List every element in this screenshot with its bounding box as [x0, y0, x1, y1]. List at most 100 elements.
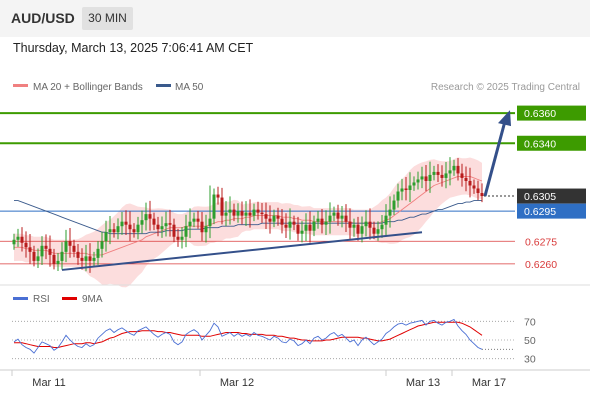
timestamp: Thursday, March 13, 2025 7:06:41 AM CET [13, 41, 254, 55]
candle-bullish [328, 215, 332, 222]
candle-bullish [108, 229, 112, 233]
candle-bearish [20, 236, 24, 243]
candle-bullish [64, 241, 68, 252]
candle-bearish [112, 229, 116, 233]
candle-bullish [352, 224, 356, 228]
candle-bullish [92, 257, 96, 261]
candle-bearish [216, 194, 220, 198]
moving-averages [14, 175, 483, 256]
x-tick-label-3: Mar 17 [472, 377, 506, 389]
candle-bullish [160, 226, 164, 230]
candle-bullish [208, 218, 212, 227]
candle-bullish [120, 221, 124, 227]
candle-bearish [232, 209, 236, 216]
candle-bearish [220, 197, 224, 216]
candle-bullish [448, 170, 452, 174]
top-bar: AUD/USD 30 MIN [0, 0, 590, 37]
candle-bullish [420, 176, 424, 180]
trendlines [61, 110, 511, 271]
candles [12, 157, 484, 273]
candle-bearish [284, 224, 288, 228]
candle-bullish [272, 215, 276, 222]
candle-bearish [196, 218, 200, 222]
candle-bullish [56, 260, 60, 264]
candle-bearish [296, 224, 300, 234]
candle-bearish [424, 176, 428, 181]
level-label-0.6305: 0.6305 [524, 191, 556, 203]
candle-bearish [344, 215, 348, 222]
candle-bullish [388, 209, 392, 216]
candle-bearish [72, 245, 76, 252]
candle-bearish [468, 180, 472, 186]
candle-bearish [256, 209, 260, 213]
candle-bearish [292, 221, 296, 225]
candle-bearish [348, 221, 352, 228]
level-label-0.6295: 0.6295 [524, 206, 556, 218]
x-tick-label-0: Mar 11 [32, 377, 65, 389]
level-badge-0.6305 [517, 188, 586, 204]
candle-bearish [404, 188, 408, 191]
candle-bullish [140, 220, 144, 225]
x-tick-label-2: Mar 13 [406, 377, 440, 389]
candle-bullish [12, 239, 16, 245]
candle-bullish [416, 179, 420, 183]
candle-bullish [396, 191, 400, 201]
candle-bearish [356, 224, 360, 234]
candle-bearish [176, 236, 180, 240]
rsi-line [13, 318, 483, 354]
candle-bullish [412, 182, 416, 186]
candle-bearish [32, 251, 36, 261]
x-tick-label-1: Mar 12 [220, 377, 254, 389]
candle-bullish [360, 226, 364, 234]
rsi-tick-70: 70 [524, 316, 536, 328]
candle-bullish [408, 185, 412, 191]
ma20-line [14, 175, 483, 256]
candle-bullish [224, 212, 228, 216]
candle-bullish [400, 188, 404, 192]
candle-bearish [88, 256, 92, 261]
bollinger-bands [14, 157, 482, 288]
candle-bullish [96, 248, 100, 258]
timeframe-button[interactable]: 30 MIN [82, 7, 133, 30]
legend-label-rsi-ma: 9MA [82, 294, 103, 305]
symbol-title: AUD/USD [11, 10, 75, 26]
candle-bullish [144, 214, 148, 221]
candle-bullish [384, 215, 388, 225]
candle-bullish [212, 194, 216, 219]
forecast-arrow-head [498, 110, 511, 127]
candle-bearish [264, 214, 268, 219]
candle-bearish [124, 221, 128, 225]
level-label-0.6260: 0.6260 [525, 259, 557, 271]
candle-bearish [276, 215, 280, 219]
candle-bullish [300, 230, 304, 234]
candle-bearish [456, 165, 460, 174]
candle-bearish [52, 254, 56, 264]
candle-bearish [132, 229, 136, 233]
candle-bearish [308, 224, 312, 231]
candle-bearish [464, 177, 468, 181]
candle-bullish [136, 224, 140, 233]
candle-bearish [156, 224, 160, 230]
forecast-arrow-shaft [483, 120, 507, 197]
candle-bearish [76, 251, 80, 258]
candle-bullish [332, 212, 336, 216]
level-badge-0.6295 [517, 203, 586, 219]
candle-bullish [188, 221, 192, 227]
rsi-ma-line [14, 321, 483, 348]
candle-bearish [336, 212, 340, 219]
candle-bullish [164, 223, 168, 227]
candle-bullish [364, 221, 368, 227]
candle-bullish [116, 226, 120, 233]
candle-bullish [432, 171, 436, 175]
candle-bullish [316, 218, 320, 222]
candle-bearish [128, 224, 132, 230]
legend-label-rsi: RSI [33, 294, 50, 305]
ma50-line [14, 200, 482, 235]
legend-label-ma20: MA 20 + Bollinger Bands [33, 82, 143, 93]
legend-label-ma50: MA 50 [175, 82, 204, 93]
candle-bearish [240, 211, 244, 216]
candle-bearish [48, 248, 52, 255]
candle-bearish [372, 227, 376, 234]
candle-bearish [152, 218, 156, 225]
candle-bullish [244, 212, 248, 216]
